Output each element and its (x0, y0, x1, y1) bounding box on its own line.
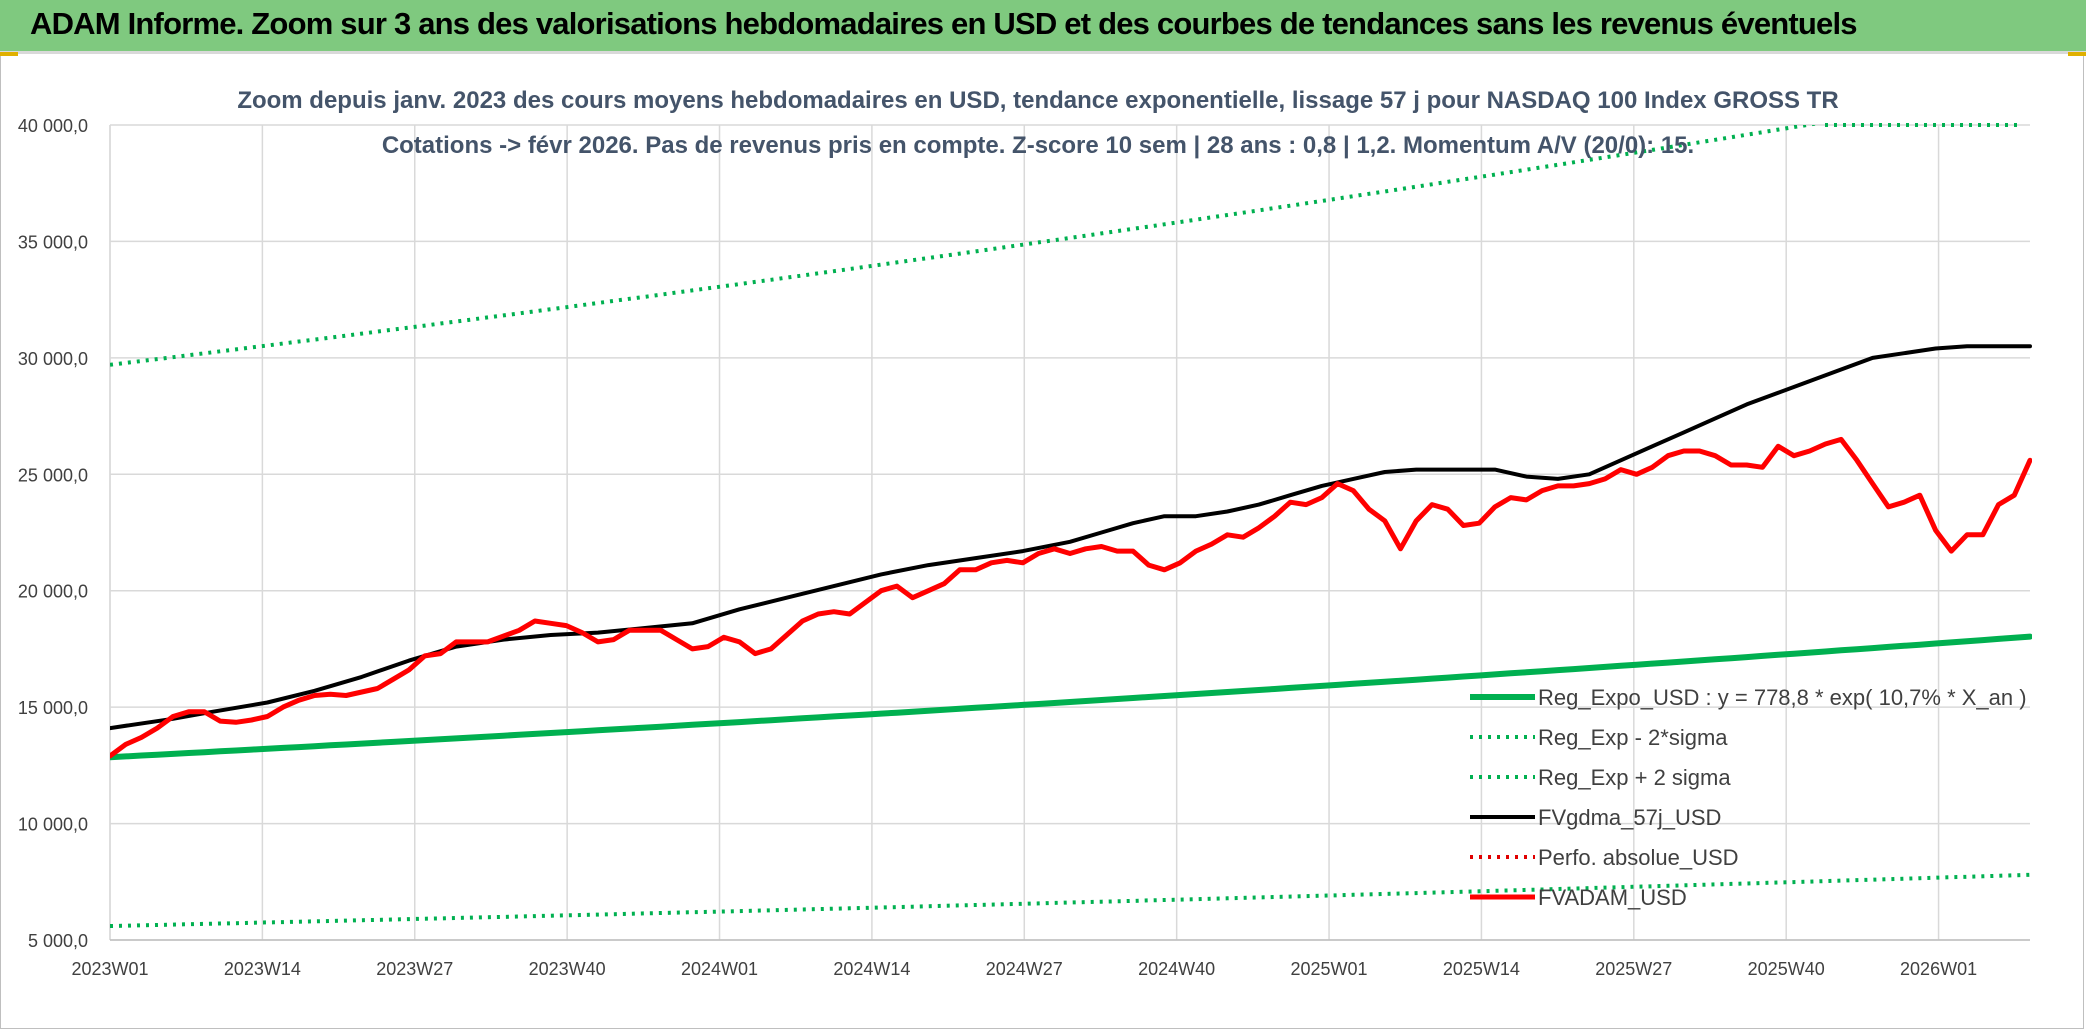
report-banner: ADAM Informe. Zoom sur 3 ans des valoris… (0, 0, 2086, 54)
legend-label-5: FVADAM_USD (1538, 885, 1687, 910)
x-tick-label: 2024W27 (986, 959, 1063, 979)
y-tick-label: 30 000,0 (18, 349, 88, 369)
y-tick-label: 10 000,0 (18, 815, 88, 835)
y-tick-label: 20 000,0 (18, 582, 88, 602)
legend-label-0: Reg_Expo_USD : y = 778,8 * exp( 10,7% * … (1538, 685, 2027, 710)
chart-title-line2: Cotations -> févr 2026. Pas de revenus p… (382, 132, 1694, 159)
y-tick-label: 25 000,0 (18, 465, 88, 485)
series-line-5 (110, 436, 2032, 759)
chart-axes: 5 000,0 10 000,0 15 000,0 20 000,0 25 000,0 3… (18, 116, 2030, 979)
series-line-0 (110, 633, 2032, 761)
legend-label-3: FVgdma_57j_USD (1538, 805, 1721, 830)
x-tick-label: 2023W40 (529, 959, 606, 979)
x-tick-label: 2024W14 (833, 959, 910, 979)
series-line-2 (110, 125, 1819, 367)
legend-label-2: Reg_Exp + 2 sigma (1538, 765, 1731, 790)
x-tick-label: 2023W01 (71, 959, 148, 979)
chart-series (110, 123, 2032, 928)
x-tick-label: 2023W14 (224, 959, 301, 979)
chart-title-line1: Zoom depuis janv. 2023 des cours moyens … (237, 87, 1838, 114)
x-tick-label: 2023W27 (376, 959, 453, 979)
chart-legend: Reg_Expo_USD : y = 778,8 * exp( 10,7% * … (1470, 685, 2027, 910)
banner-corner-left (0, 52, 18, 56)
chart-grid (109, 124, 2030, 941)
report-title: ADAM Informe. Zoom sur 3 ans des valoris… (30, 6, 1858, 41)
y-tick-label: 40 000,0 (18, 116, 88, 136)
x-tick-label: 2025W27 (1595, 959, 1672, 979)
x-tick-label: 2024W40 (1138, 959, 1215, 979)
legend-label-1: Reg_Exp - 2*sigma (1538, 725, 1728, 750)
chart-frame (0, 56, 2084, 1029)
banner-corner-right (2068, 52, 2086, 56)
legend-label-4: Perfo. absolue_USD (1538, 845, 1739, 870)
x-tick-label: 2026W01 (1900, 959, 1977, 979)
x-tick-label: 2025W40 (1748, 959, 1825, 979)
y-tick-label: 15 000,0 (18, 698, 88, 718)
x-tick-label: 2025W14 (1443, 959, 1520, 979)
x-tick-label: 2024W01 (681, 959, 758, 979)
y-tick-label: 5 000,0 (28, 931, 88, 951)
y-tick-label: 35 000,0 (18, 232, 88, 252)
x-tick-label: 2025W01 (1291, 959, 1368, 979)
series-line-3 (110, 344, 2032, 731)
